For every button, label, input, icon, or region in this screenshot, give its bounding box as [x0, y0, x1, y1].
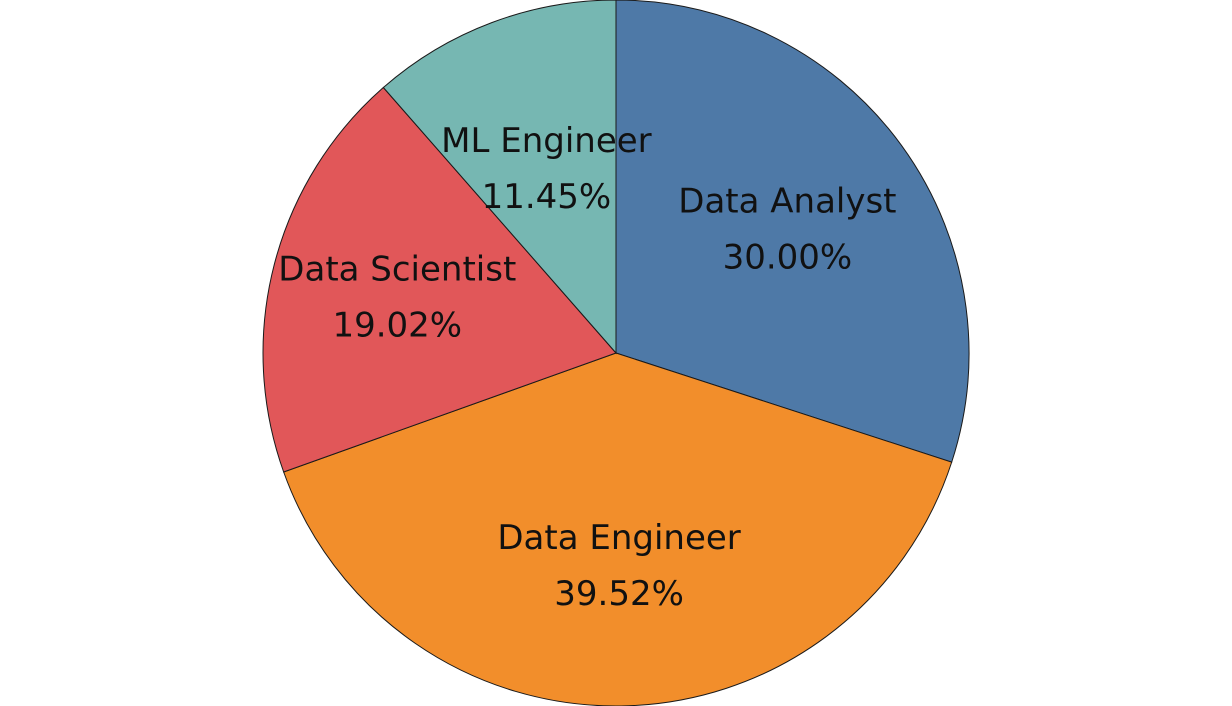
slice-name-label-data-engineer: Data Engineer	[497, 518, 740, 558]
pie-slice-data-scientist	[262, 86, 617, 473]
slice-value-label-data-engineer: 39.52%	[554, 574, 684, 614]
pie-slice-data-analyst	[615, 0, 970, 463]
slice-name-label-ml-engineer: ML Engineer	[441, 121, 652, 161]
slice-name-label-data-analyst: Data Analyst	[678, 182, 896, 222]
slice-value-label-data-scientist: 19.02%	[332, 305, 462, 345]
pie-slice-ml-engineer	[382, 0, 617, 355]
slice-value-label-ml-engineer: 11.45%	[482, 177, 612, 217]
slices-layer	[262, 0, 970, 706]
slice-value-label-data-analyst: 30.00%	[723, 238, 853, 278]
labels-layer: Data Analyst 30.00% Data Engineer 39.52% Dat…	[278, 121, 896, 614]
slice-name-label-data-scientist: Data Scientist	[278, 249, 516, 289]
